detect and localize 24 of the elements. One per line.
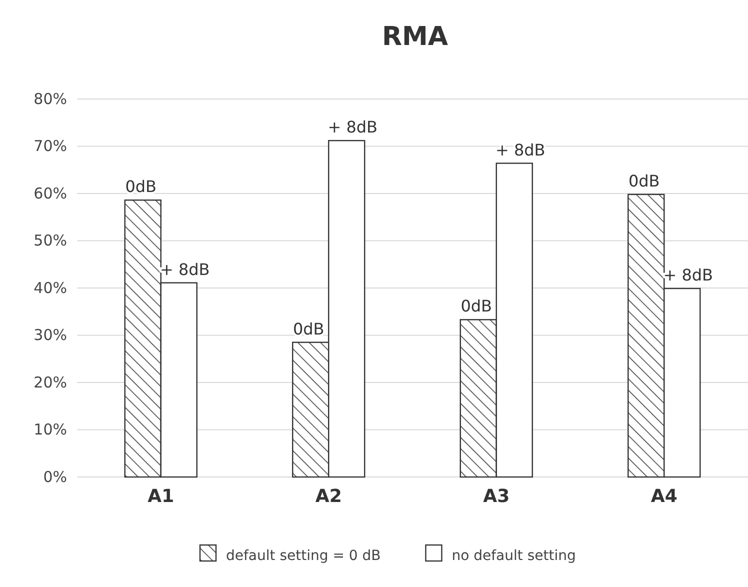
y-tick-label: 0%	[43, 468, 67, 486]
x-tick-label: A3	[483, 486, 510, 507]
legend-label: default setting = 0 dB	[226, 548, 381, 564]
y-tick-label: 70%	[34, 137, 67, 156]
y-tick-label: 10%	[34, 420, 67, 439]
annotation: + 8dB	[328, 118, 378, 137]
y-tick-label: 50%	[34, 232, 67, 250]
legend-label: no default setting	[452, 548, 576, 564]
y-tick-label: 30%	[34, 326, 67, 344]
annotation: 0dB	[460, 296, 492, 316]
x-tick-label: A2	[315, 486, 342, 507]
y-tick-label: 40%	[34, 278, 67, 297]
x-tick-label: A1	[148, 486, 174, 507]
y-tick-label: 60%	[34, 184, 67, 202]
x-tick-label: A4	[650, 486, 678, 507]
annotation: 0dB	[125, 177, 157, 196]
y-tick-label: 20%	[34, 373, 67, 392]
annotation: + 8dB	[495, 140, 546, 160]
annotation: + 8dB	[663, 265, 714, 284]
annotation: + 8dB	[160, 260, 210, 279]
y-tick-label: 80%	[34, 90, 67, 108]
annotation: 0dB	[628, 171, 660, 190]
annotation: 0dB	[292, 319, 324, 338]
chart-title: RMA	[382, 22, 448, 52]
